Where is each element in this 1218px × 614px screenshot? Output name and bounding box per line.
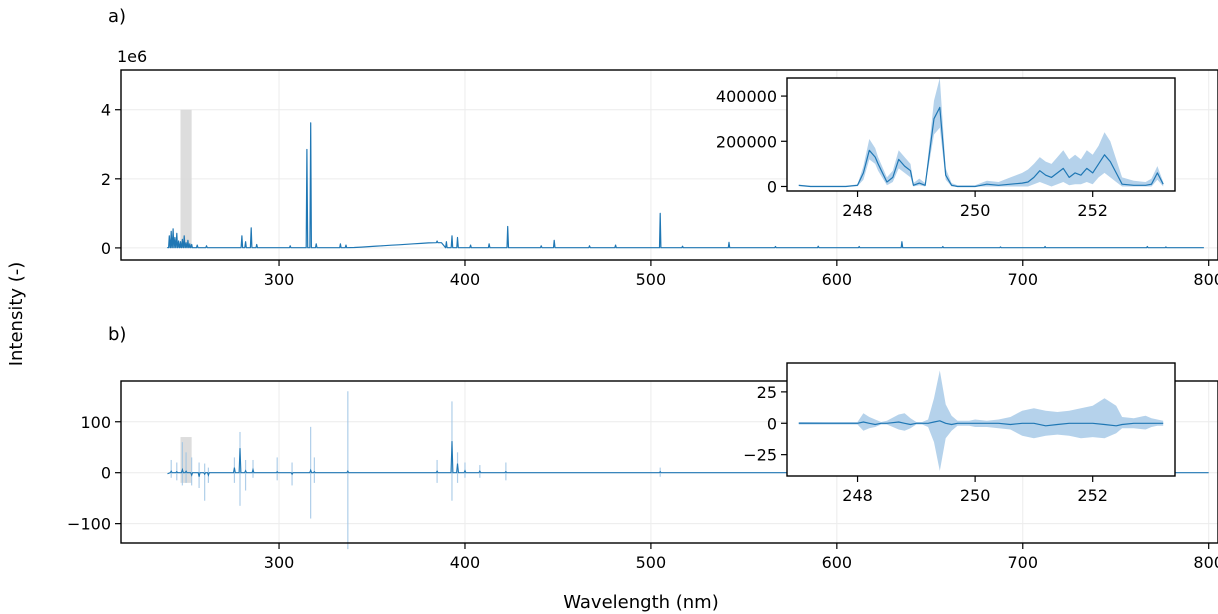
x-tick-label: 500 (636, 553, 667, 572)
x-tick-label: 248 (842, 486, 873, 505)
x-tick-label: 800 (1193, 270, 1218, 289)
axes-frame-b-main (120, 380, 1218, 544)
uncertainty-band (798, 78, 1164, 187)
x-tick-label: 252 (1077, 486, 1108, 505)
y-tick-label: −25 (743, 446, 777, 465)
y-tick-label: 4 (101, 101, 111, 120)
offset-label-a: 1e6 (117, 47, 147, 66)
x-tick-label: 250 (960, 201, 991, 220)
y-tick-label: 0 (767, 414, 777, 433)
mean-line (798, 106, 1164, 188)
spectrum-line-a (166, 122, 1204, 249)
y-tick-label: −100 (67, 515, 111, 534)
axes-b-inset (786, 362, 1176, 477)
x-tick-label: 800 (1193, 553, 1218, 572)
uncertainty-band (798, 370, 1164, 471)
x-tick-label: 250 (960, 486, 991, 505)
y-tick-label: 25 (757, 383, 777, 402)
panel-label-b: b) (108, 324, 126, 345)
x-axis-title: Wavelength (nm) (563, 592, 719, 613)
ticks-a-inset: 248 250 252 0 200000 400000 (716, 87, 1108, 220)
x-tick-label: 248 (842, 201, 873, 220)
y-axis-title: Intensity (-) (6, 262, 27, 367)
panel-label-a: a) (108, 6, 126, 27)
y-tick-label: 0 (101, 239, 111, 258)
residual-line-b (167, 441, 1209, 477)
y-tick-label: 0 (767, 177, 777, 196)
x-tick-label: 600 (822, 553, 853, 572)
x-tick-label: 400 (450, 553, 481, 572)
x-tick-label: 252 (1077, 201, 1108, 220)
y-tick-label: 2 (101, 170, 111, 189)
x-tick-label: 400 (450, 270, 481, 289)
ticks-a-main: 300 400 500 600 700 800 0 2 4 (101, 101, 1218, 289)
axes-frame-b-inset (786, 362, 1176, 477)
mean-line (798, 420, 1164, 427)
ticks-b-inset: 248 250 252 −25 0 25 (743, 383, 1108, 505)
x-tick-label: 700 (1007, 553, 1038, 572)
y-tick-label: 0 (101, 464, 111, 483)
y-tick-label: 200000 (716, 132, 777, 151)
axes-a-inset (786, 77, 1176, 192)
x-tick-label: 700 (1007, 270, 1038, 289)
x-tick-label: 600 (822, 270, 853, 289)
zoom-region (180, 109, 192, 248)
x-tick-label: 300 (264, 553, 295, 572)
ticks-b-main: 300 400 500 600 700 800 −100 0 100 (67, 413, 1218, 572)
axes-frame-a-main (120, 69, 1218, 261)
axes-frame-a-inset (786, 77, 1176, 192)
y-tick-label: 100 (80, 413, 111, 432)
x-tick-label: 300 (264, 270, 295, 289)
charts-layer: 300 400 500 600 700 800 0 2 4 300 400 500 600 700 800 −… (67, 69, 1218, 572)
y-tick-label: 400000 (716, 87, 777, 106)
x-tick-label: 500 (636, 270, 667, 289)
